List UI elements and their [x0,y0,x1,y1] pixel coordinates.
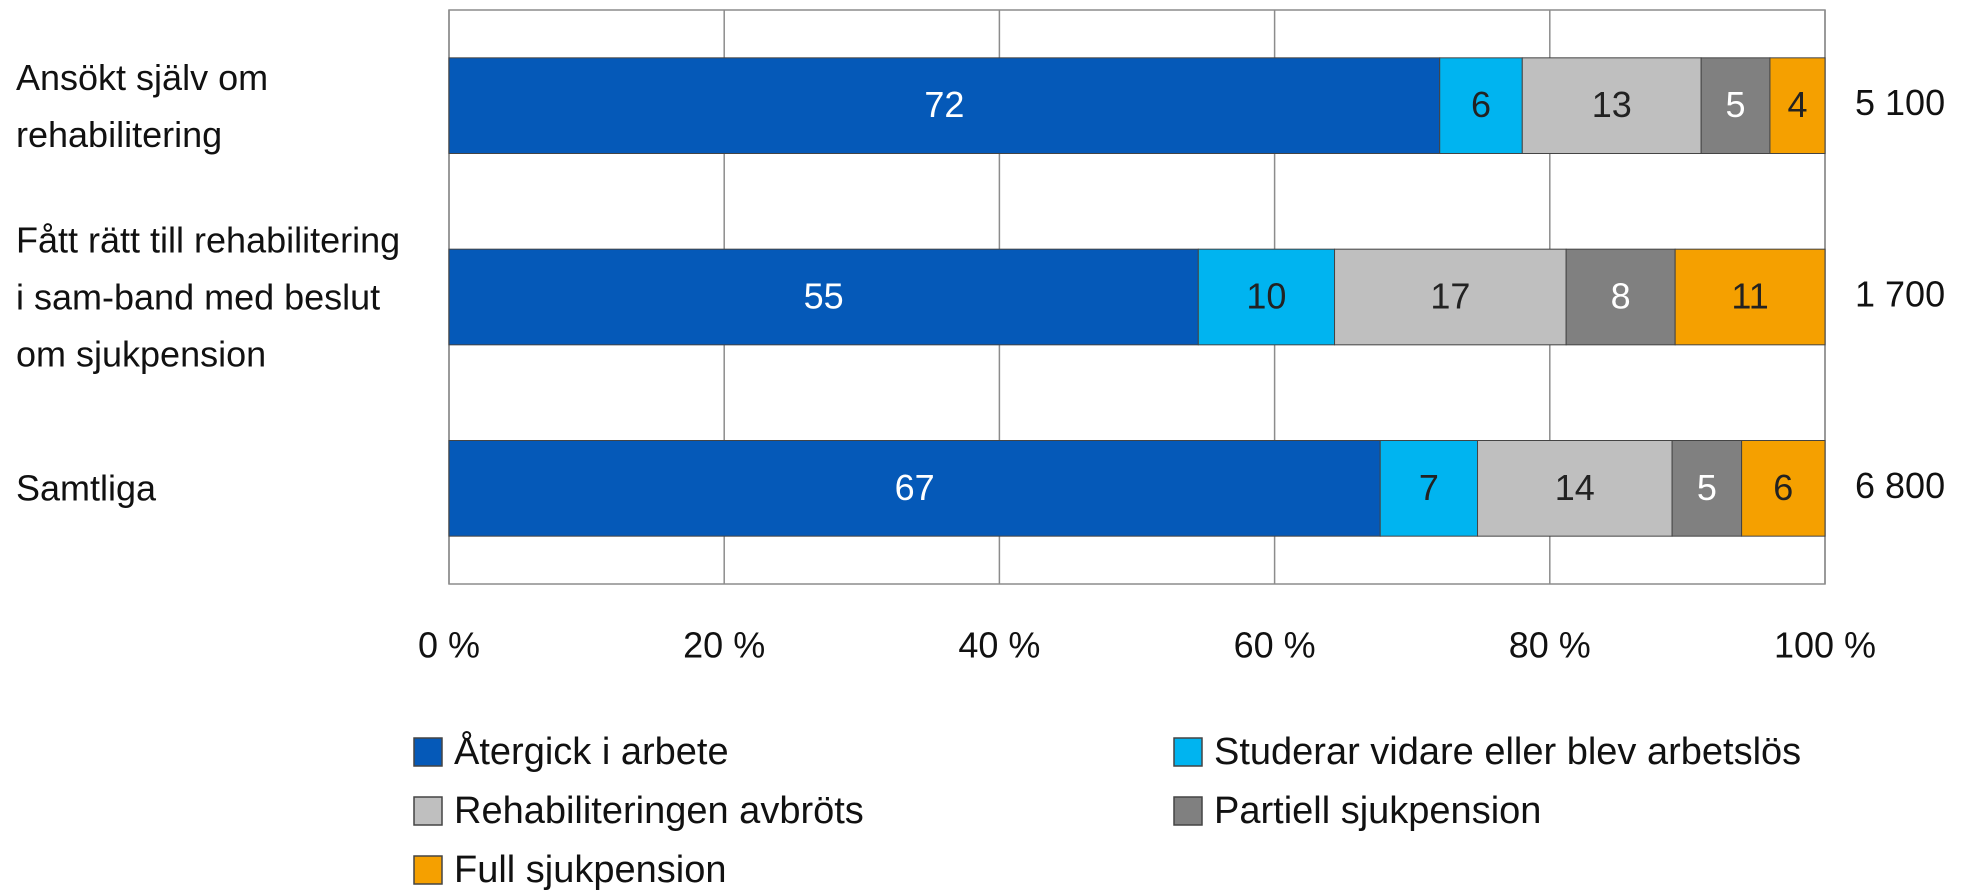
data-label: 4 [1787,84,1807,125]
x-tick-label: 60 % [1234,625,1316,666]
bar-segment [448,440,1381,537]
data-label: 14 [1555,467,1595,508]
y-tick-label: Fått rätt till rehabilitering i sam-band… [16,219,401,375]
bar-segment [1741,440,1826,537]
legend-label: Återgick i arbete [454,729,729,773]
x-tick-label: 80 % [1509,625,1591,666]
x-tick-label: 20 % [683,625,765,666]
legend-swatch [413,855,443,885]
data-label: 5 [1697,467,1717,508]
bar-segment [1439,57,1523,154]
bar-segment [1197,248,1336,346]
row-total: 6 800 [1855,465,1945,506]
y-tick-label: Ansökt själv om rehabilitering [16,56,269,155]
bar-segment [1477,440,1673,537]
bar-segment [1769,57,1826,154]
data-label: 5 [1726,84,1746,125]
data-label: 6 [1471,84,1491,125]
data-label: 13 [1592,84,1632,125]
data-label: 72 [924,84,964,125]
data-label: 55 [804,276,844,317]
data-label: 8 [1611,276,1631,317]
legend-swatch [413,796,443,826]
bar-segment [1565,248,1676,346]
legend-swatch [1173,796,1203,826]
x-tick-label: 100 % [1774,625,1876,666]
legend-label: Full sjukpension [454,849,726,891]
row-total: 1 700 [1855,274,1945,315]
legend-swatch [1173,737,1203,767]
bar-segment [1674,248,1826,346]
data-label: 7 [1419,467,1439,508]
bar-segment [1379,440,1479,537]
x-tick-label: 40 % [958,625,1040,666]
bar-segment [448,248,1199,346]
x-tick-label: 0 % [418,625,480,666]
legend-label: Studerar vidare eller blev arbetslös [1214,731,1801,773]
bar-segment [1521,57,1702,154]
y-tick-label: Samtliga [16,467,157,509]
data-label: 67 [895,467,935,508]
bar-segment [1334,248,1567,346]
data-label: 6 [1773,467,1793,508]
data-label: 11 [1731,276,1768,317]
legend-swatch [413,737,443,767]
data-label: 17 [1430,276,1470,317]
legend-label: Rehabiliteringen avbröts [454,790,864,832]
row-total: 5 100 [1855,82,1945,123]
legend-label: Partiell sjukpension [1214,790,1541,832]
data-label: 10 [1246,276,1286,317]
